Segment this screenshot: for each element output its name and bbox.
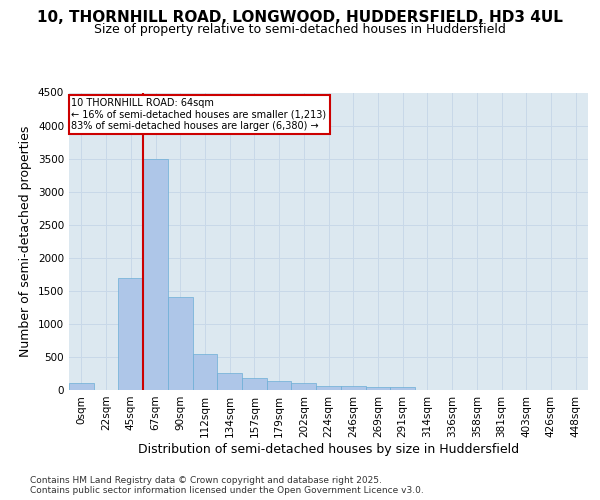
Bar xyxy=(365,386,390,390)
Bar xyxy=(143,158,168,390)
Text: Contains HM Land Registry data © Crown copyright and database right 2025.
Contai: Contains HM Land Registry data © Crown c… xyxy=(30,476,424,495)
Bar xyxy=(292,384,316,390)
Bar xyxy=(316,386,341,390)
Bar xyxy=(390,387,415,390)
Bar xyxy=(341,386,365,390)
Bar xyxy=(217,374,242,390)
Bar xyxy=(193,354,217,390)
X-axis label: Distribution of semi-detached houses by size in Huddersfield: Distribution of semi-detached houses by … xyxy=(138,442,519,456)
Bar xyxy=(267,382,292,390)
Bar xyxy=(69,384,94,390)
Bar xyxy=(242,378,267,390)
Y-axis label: Number of semi-detached properties: Number of semi-detached properties xyxy=(19,126,32,357)
Text: 10 THORNHILL ROAD: 64sqm
← 16% of semi-detached houses are smaller (1,213)
83% o: 10 THORNHILL ROAD: 64sqm ← 16% of semi-d… xyxy=(71,98,326,131)
Text: Size of property relative to semi-detached houses in Huddersfield: Size of property relative to semi-detach… xyxy=(94,22,506,36)
Bar xyxy=(168,298,193,390)
Bar xyxy=(118,278,143,390)
Text: 10, THORNHILL ROAD, LONGWOOD, HUDDERSFIELD, HD3 4UL: 10, THORNHILL ROAD, LONGWOOD, HUDDERSFIE… xyxy=(37,10,563,25)
